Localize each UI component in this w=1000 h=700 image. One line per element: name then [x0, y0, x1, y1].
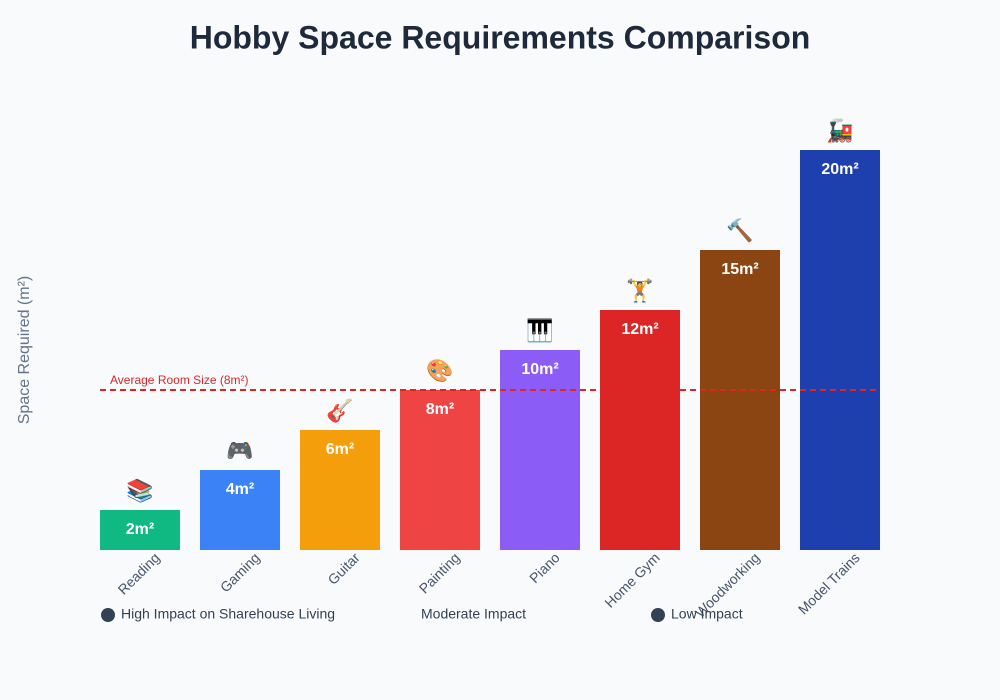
legend-marker — [651, 608, 665, 622]
x-tick-label: Gaming — [217, 549, 263, 595]
bar-icon: 🎸 — [326, 398, 353, 424]
bar-icon: 🎨 — [426, 357, 453, 383]
bar — [800, 150, 880, 550]
x-tick-label: Guitar — [324, 549, 363, 588]
value-label: 2m² — [126, 521, 154, 538]
y-axis-label: Space Required (m²) — [16, 276, 33, 425]
x-tick-label: Reading — [115, 549, 163, 597]
bar-icon: 🔨 — [726, 218, 753, 243]
bar — [500, 350, 580, 550]
legend-marker — [101, 608, 115, 622]
legend-label: Moderate Impact — [421, 606, 526, 622]
bar — [700, 250, 780, 550]
value-label: 6m² — [326, 441, 354, 458]
bar — [600, 310, 680, 550]
bar-icon: 🎮 — [226, 438, 253, 463]
x-tick-label: Model Trains — [795, 549, 863, 617]
x-tick-label: Painting — [416, 549, 463, 596]
x-tick-label: Piano — [526, 549, 563, 586]
bar-icon: 🎹 — [526, 318, 553, 343]
chart-title: Hobby Space Requirements Comparison — [190, 19, 811, 55]
bar — [300, 430, 380, 550]
bar-icon: 📚 — [126, 478, 153, 503]
legend-label: High Impact on Sharehouse Living — [121, 606, 335, 622]
value-label: 4m² — [226, 481, 254, 498]
value-label: 15m² — [721, 261, 758, 278]
bar — [400, 390, 480, 550]
value-label: 12m² — [621, 321, 658, 338]
value-label: 20m² — [821, 161, 858, 178]
reference-label: Average Room Size (8m²) — [110, 373, 249, 387]
bar-icon: 🚂 — [826, 118, 853, 143]
bar — [200, 470, 280, 550]
bar — [100, 510, 180, 550]
x-tick-label: Home Gym — [601, 549, 662, 610]
legend-label: Low Impact — [671, 606, 743, 622]
value-label: 8m² — [426, 401, 454, 418]
value-label: 10m² — [521, 361, 558, 378]
bar-icon: 🏋 — [626, 278, 653, 303]
